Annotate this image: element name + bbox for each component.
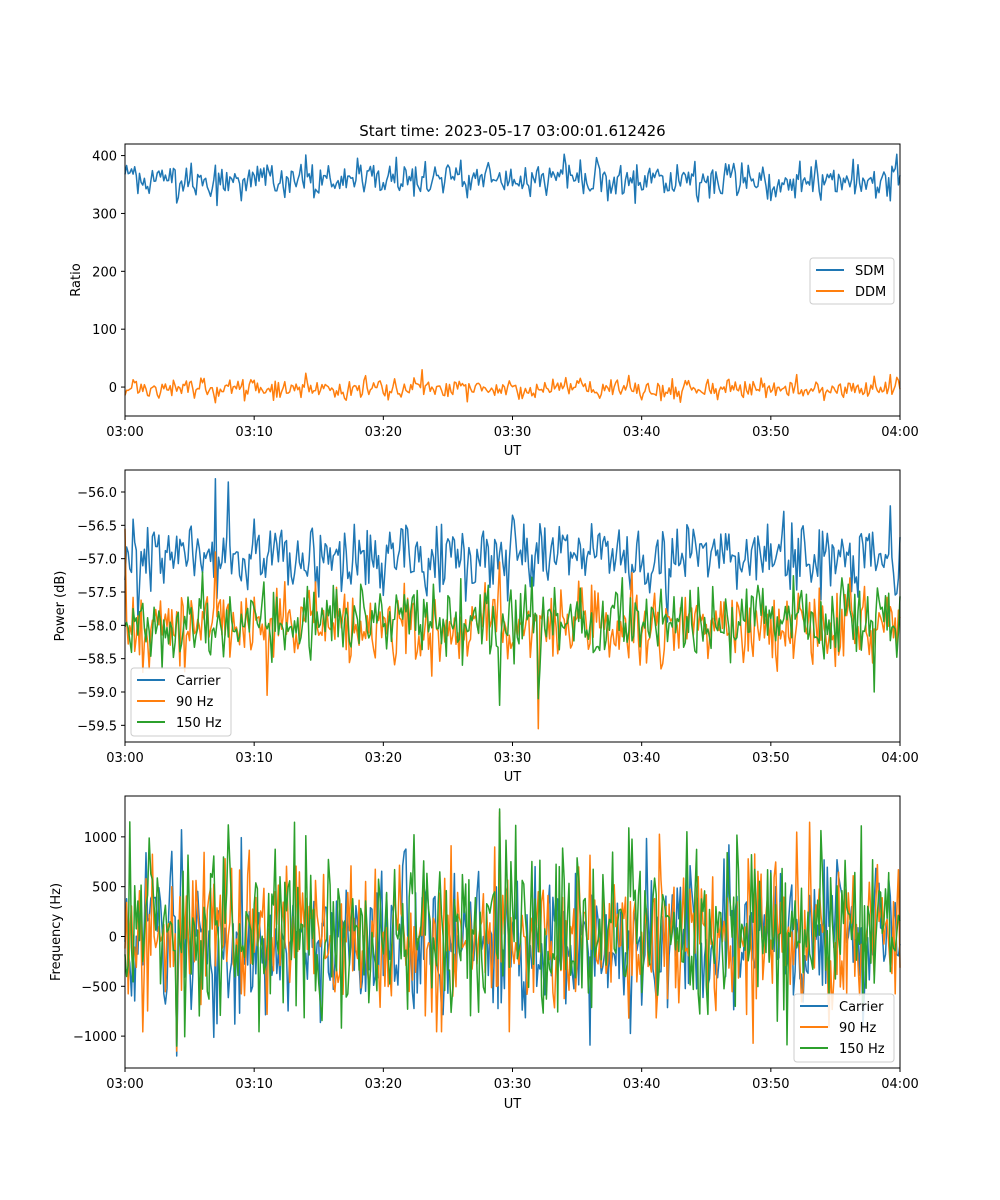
ratio-lines	[124, 153, 901, 404]
x-tick-label: 03:50	[752, 751, 789, 766]
legend-label: 90 Hz	[176, 695, 213, 710]
y-tick-label: 500	[92, 881, 117, 896]
legend-label: Carrier	[839, 1000, 884, 1015]
x-tick-label: 03:20	[365, 425, 402, 440]
y-tick-label: −57.0	[77, 553, 117, 568]
y-tick-label: 0	[109, 381, 117, 396]
y-tick-label: −56.0	[77, 486, 117, 501]
y-tick-label: 1000	[84, 831, 117, 846]
legend-box	[130, 667, 232, 737]
y-tick-label: 400	[92, 150, 117, 165]
x-tick-label: 03:20	[365, 751, 402, 766]
frequency-x-ticks: 03:00 03:10 03:20 03:30 03:40 03:50 04:00	[106, 1068, 919, 1092]
power-lines	[124, 477, 901, 730]
x-tick-label: 03:10	[235, 751, 272, 766]
legend-label: 90 Hz	[839, 1021, 876, 1036]
x-tick-label: 04:00	[881, 1077, 918, 1092]
y-tick-label: −1000	[73, 1030, 117, 1045]
y-tick-label: 200	[92, 265, 117, 280]
x-tick-label: 03:40	[623, 425, 660, 440]
y-tick-label: −58.0	[77, 619, 117, 634]
frequency-lines	[124, 808, 901, 1057]
frequency-y-axis-label: Frequency (Hz)	[49, 883, 64, 981]
y-tick-label: −56.5	[77, 519, 117, 534]
x-tick-label: 03:50	[752, 425, 789, 440]
series-line-150-hz	[124, 808, 901, 1047]
legend-label: 150 Hz	[839, 1042, 885, 1057]
x-tick-label: 04:00	[881, 751, 918, 766]
x-tick-label: 03:40	[623, 1077, 660, 1092]
frequency-panel: 03:00 03:10 03:20 03:30 03:40 03:50 04:00 −100…	[49, 795, 919, 1112]
series-line-sdm	[124, 153, 901, 207]
x-tick-label: 03:30	[494, 751, 531, 766]
x-tick-label: 03:50	[752, 1077, 789, 1092]
legend-box	[793, 993, 895, 1063]
x-tick-label: 04:00	[881, 425, 918, 440]
x-tick-label: 03:20	[365, 1077, 402, 1092]
ratio-x-ticks: 03:00 03:10 03:20 03:30 03:40 03:50 04:00	[106, 416, 919, 440]
frequency-y-ticks: −1000 −500 0 500 1000	[73, 831, 125, 1045]
y-tick-label: 0	[109, 930, 117, 945]
legend-label: SDM	[855, 264, 884, 279]
y-tick-label: −57.5	[77, 586, 117, 601]
series-line-150-hz	[124, 571, 901, 707]
x-tick-label: 03:10	[235, 425, 272, 440]
x-tick-label: 03:30	[494, 1077, 531, 1092]
power-panel: 03:00 03:10 03:20 03:30 03:40 03:50 04:00 −59.…	[53, 469, 919, 785]
power-y-ticks: −59.5 −59.0 −58.5 −58.0 −57.5 −57.0 −56.5 −56.0	[77, 486, 125, 734]
ratio-legend: SDM DDM	[809, 257, 895, 305]
frequency-x-axis-label: UT	[504, 1097, 522, 1112]
ratio-x-axis-label: UT	[504, 444, 522, 459]
x-tick-label: 03:00	[106, 751, 143, 766]
legend-label: 150 Hz	[176, 716, 222, 731]
y-tick-label: −500	[81, 980, 117, 995]
y-tick-label: −59.5	[77, 719, 117, 734]
legend-label: DDM	[855, 285, 886, 300]
ratio-panel: 03:00 03:10 03:20 03:30 03:40 03:50 04:00 0 100…	[69, 143, 919, 459]
y-tick-label: −59.0	[77, 686, 117, 701]
ratio-y-axis-label: Ratio	[69, 263, 84, 296]
series-line-ddm	[124, 368, 901, 404]
power-legend: Carrier 90 Hz 150 Hz	[130, 667, 232, 737]
frequency-legend: Carrier 90 Hz 150 Hz	[793, 993, 895, 1063]
y-tick-label: 300	[92, 207, 117, 222]
x-tick-label: 03:40	[623, 751, 660, 766]
y-tick-label: −58.5	[77, 653, 117, 668]
x-tick-label: 03:00	[106, 425, 143, 440]
power-x-ticks: 03:00 03:10 03:20 03:30 03:40 03:50 04:00	[106, 742, 919, 766]
x-tick-label: 03:30	[494, 425, 531, 440]
figure-title: Start time: 2023-05-17 03:00:01.612426	[359, 122, 665, 140]
series-line-carrier	[124, 477, 901, 623]
x-tick-label: 03:10	[235, 1077, 272, 1092]
legend-label: Carrier	[176, 674, 221, 689]
ratio-y-ticks: 0 100 200 300 400	[92, 150, 125, 396]
power-x-axis-label: UT	[504, 770, 522, 785]
power-y-axis-label: Power (dB)	[53, 571, 68, 642]
y-tick-label: 100	[92, 323, 117, 338]
x-tick-label: 03:00	[106, 1077, 143, 1092]
series-line-90-hz	[124, 811, 901, 1052]
